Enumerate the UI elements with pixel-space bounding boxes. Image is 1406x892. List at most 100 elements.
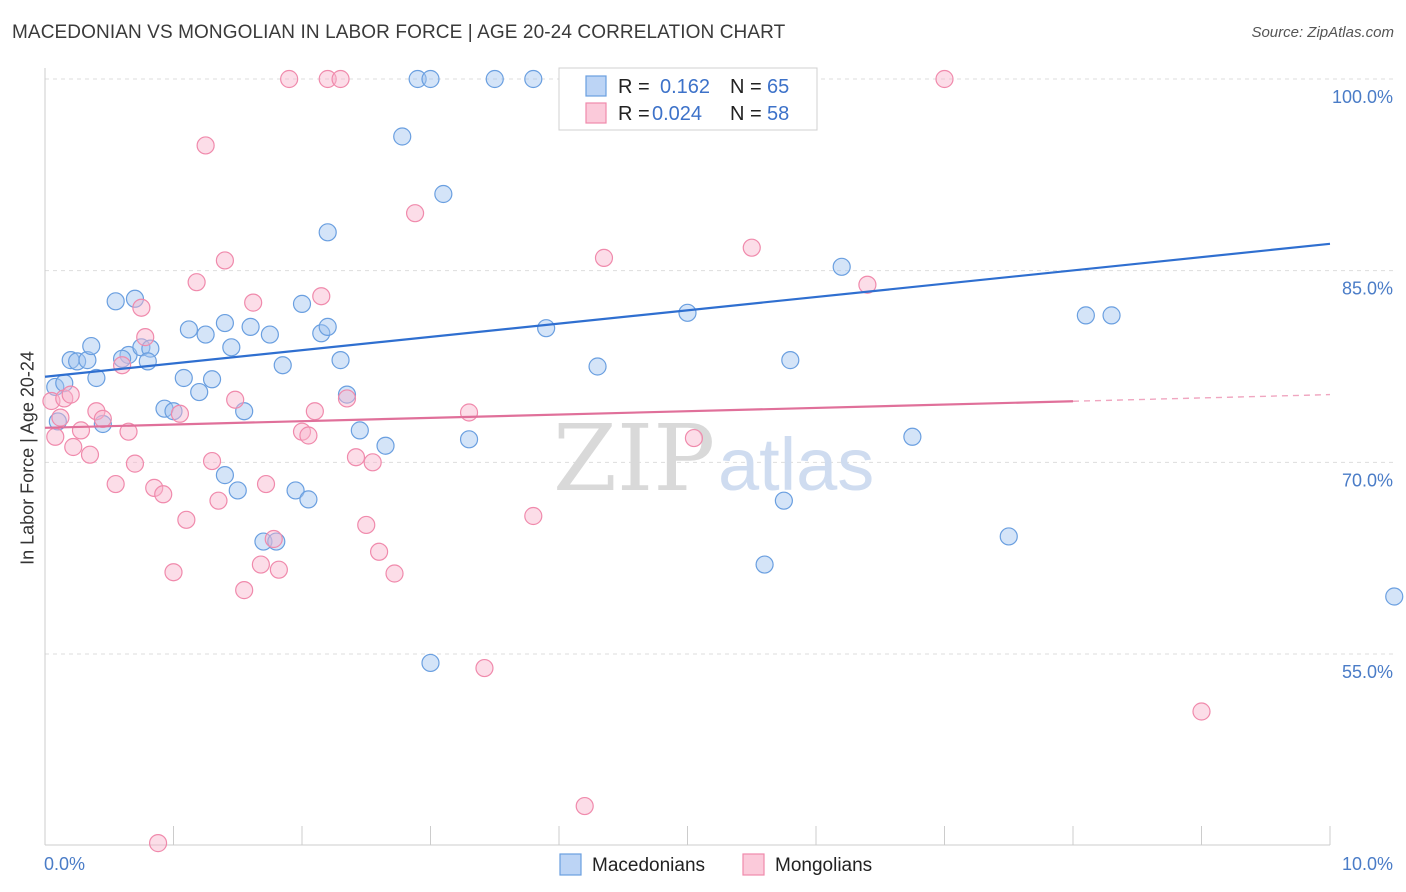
macedonian-point-59[interactable] [1385, 587, 1404, 606]
macedonian-point-22[interactable] [215, 313, 234, 333]
mongolian-point-46[interactable] [405, 204, 425, 223]
macedonian-point-61[interactable] [318, 223, 337, 242]
macedonian-point-13[interactable] [112, 349, 132, 368]
mongolian-point-29[interactable] [244, 293, 263, 312]
macedonian-point-52[interactable] [774, 491, 793, 510]
mongolian-point-13[interactable] [125, 454, 145, 473]
macedonian-point-6[interactable] [87, 368, 106, 388]
mongolian-point-33[interactable] [269, 560, 288, 579]
macedonian-point-31[interactable] [292, 294, 312, 313]
mongolian-point-16[interactable] [145, 478, 164, 497]
macedonian-point-40[interactable] [408, 69, 427, 89]
mongolian-point-30[interactable] [251, 555, 270, 574]
macedonian-point-38[interactable] [376, 436, 395, 455]
mongolian-point-34[interactable] [280, 69, 299, 89]
mongolian-point-36[interactable] [299, 426, 318, 445]
mongolian-point-31[interactable] [256, 474, 276, 494]
mongolian-point-25[interactable] [209, 491, 228, 510]
macedonian-point-53[interactable] [781, 351, 800, 370]
macedonian-point-55[interactable] [903, 427, 922, 446]
mongolian-point-1[interactable] [46, 427, 65, 446]
macedonian-point-58[interactable] [1102, 306, 1121, 325]
macedonian-point-33[interactable] [318, 317, 337, 336]
mongolian-point-54[interactable] [742, 238, 761, 257]
macedonian-point-7[interactable] [82, 336, 101, 356]
macedonian-point-56[interactable] [999, 527, 1018, 546]
mongolian-point-26[interactable] [215, 251, 234, 270]
mongolian-point-37[interactable] [305, 402, 324, 421]
macedonian-point-34[interactable] [331, 351, 350, 370]
mongolian-point-55[interactable] [858, 275, 877, 294]
mongolian-point-56[interactable] [935, 69, 954, 89]
bottom-legend-macedonians[interactable]: Macedonians [592, 855, 705, 876]
macedonian-point-39[interactable] [393, 127, 412, 146]
macedonian-point-27[interactable] [267, 532, 286, 551]
mongolian-point-5[interactable] [64, 437, 83, 457]
mongolian-point-32[interactable] [264, 529, 283, 549]
macedonian-point-43[interactable] [459, 430, 479, 449]
mongolian-point-15[interactable] [136, 328, 155, 347]
macedonian-point-29[interactable] [286, 481, 305, 500]
mongolian-point-42[interactable] [346, 448, 366, 467]
macedonian-point-57[interactable] [1076, 306, 1095, 325]
mongolian-point-7[interactable] [80, 445, 100, 464]
mongolian-point-6[interactable] [71, 421, 91, 440]
macedonian-point-17[interactable] [174, 368, 193, 388]
mongolian-point-12[interactable] [119, 422, 138, 441]
mongolian-point-20[interactable] [170, 404, 190, 423]
mongolian-point-2[interactable] [51, 408, 70, 427]
macedonian-point-63[interactable] [125, 289, 145, 308]
macedonian-point-48[interactable] [588, 357, 607, 376]
macedonian-point-51[interactable] [755, 555, 774, 574]
mongolian-point-24[interactable] [202, 451, 222, 471]
macedonian-point-41[interactable] [421, 69, 440, 89]
mongolian-point-52[interactable] [594, 248, 614, 267]
mongolian-point-21[interactable] [177, 510, 196, 529]
macedonian-point-42[interactable] [434, 184, 453, 204]
mongolian-point-18[interactable] [154, 485, 173, 504]
mongolian-point-41[interactable] [337, 389, 357, 408]
macedonian-point-19[interactable] [190, 382, 209, 402]
mongolian-point-11[interactable] [112, 356, 132, 375]
mongolian-point-10[interactable] [106, 474, 125, 494]
macedonian-point-64[interactable] [350, 421, 369, 440]
mongolian-point-22[interactable] [187, 273, 206, 292]
mongolian-point-4[interactable] [61, 385, 80, 404]
macedonian-point-23[interactable] [222, 338, 241, 357]
macedonian-point-54[interactable] [832, 257, 851, 276]
mongolian-point-50[interactable] [524, 506, 543, 526]
mongolian-point-40[interactable] [331, 69, 350, 89]
bottom-legend-swatch-macedonians[interactable] [559, 853, 582, 876]
macedonian-point-18[interactable] [179, 320, 199, 339]
mongolian-point-57[interactable] [1192, 702, 1211, 721]
macedonian-point-62[interactable] [337, 385, 357, 404]
macedonian-point-44[interactable] [421, 653, 440, 673]
macedonian-point-25[interactable] [241, 317, 260, 336]
mongolian-point-28[interactable] [235, 581, 254, 600]
mongolian-point-48[interactable] [459, 403, 479, 422]
mongolian-point-19[interactable] [164, 563, 183, 582]
mongolian-point-49[interactable] [475, 658, 494, 678]
mongolian-point-45[interactable] [385, 564, 404, 583]
macedonian-point-21[interactable] [202, 370, 222, 389]
mongolian-point-44[interactable] [370, 542, 389, 561]
macedonian-point-28[interactable] [273, 356, 292, 375]
macedonian-point-5[interactable] [78, 351, 97, 370]
mongolian-point-23[interactable] [196, 136, 215, 155]
macedonian-point-47[interactable] [537, 319, 556, 338]
macedonian-point-37[interactable] [260, 325, 279, 344]
macedonian-point-50[interactable] [678, 303, 697, 322]
mongolian-point-9[interactable] [93, 409, 112, 428]
mongolian-point-38[interactable] [312, 287, 331, 306]
mongolian-point-14[interactable] [132, 298, 151, 317]
mongolian-point-47[interactable] [363, 453, 382, 472]
macedonian-point-45[interactable] [485, 69, 504, 89]
mongolian-point-17[interactable] [148, 834, 168, 853]
bottom-legend-swatch-mongolians[interactable] [742, 853, 765, 876]
macedonian-point-46[interactable] [524, 69, 543, 89]
macedonian-point-20[interactable] [196, 325, 215, 344]
mongolian-point-39[interactable] [318, 69, 337, 89]
mongolian-point-43[interactable] [357, 515, 376, 535]
macedonian-point-9[interactable] [106, 292, 125, 311]
macedonian-point-30[interactable] [299, 490, 318, 509]
